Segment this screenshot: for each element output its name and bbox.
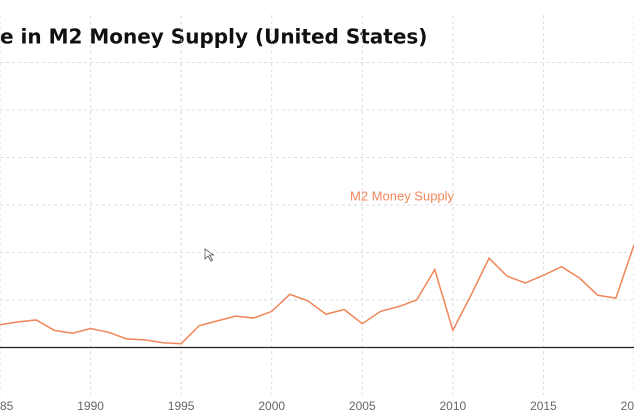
x-tick-label: 2015 xyxy=(530,399,557,413)
cursor xyxy=(204,248,215,262)
x-tick-label: 2010 xyxy=(440,399,467,413)
x-tick-label: 1995 xyxy=(168,399,195,413)
x-tick-label: 20 xyxy=(621,399,634,413)
chart-title: e in M2 Money Supply (United States) xyxy=(0,25,427,49)
x-tick-label: 1990 xyxy=(77,399,104,413)
series-label: M2 Money Supply xyxy=(350,188,455,203)
series-line xyxy=(0,244,634,345)
x-tick-label: 85 xyxy=(0,399,14,413)
x-tick-label: 2005 xyxy=(349,399,376,413)
x-tick-label: 2000 xyxy=(258,399,285,413)
